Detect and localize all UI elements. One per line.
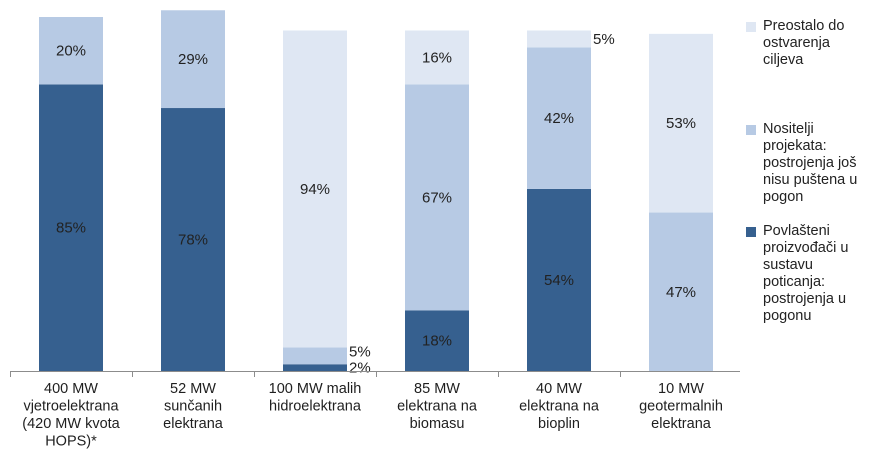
bar-segment (39, 17, 103, 85)
category-label-line: geotermalnih (639, 399, 723, 415)
bar-segment (283, 364, 347, 371)
bar-segment (405, 30, 469, 85)
legend-swatch-preostalo (746, 22, 756, 32)
legend-swatch-nositelji (746, 125, 756, 135)
category-label-line: 400 MW (44, 381, 98, 397)
category-label: 85 MW elektrana na biomasu (397, 381, 478, 432)
data-label: 18% (422, 333, 452, 350)
legend-label-nositelji: Nositelji projekata: postrojenja još nis… (763, 121, 858, 205)
data-label: 54% (544, 272, 574, 289)
category-label-line: 100 MW malih (269, 381, 362, 397)
legend-label-povlasteni: Povlašteni proizvođači u sustavu potican… (763, 223, 849, 324)
category-label: 52 MW sunčanih elektrana (163, 381, 224, 432)
bar-segment (161, 108, 225, 372)
category-label: 10 MW geotermalnih elektrana (639, 381, 723, 432)
data-label: 67% (422, 189, 452, 206)
data-label: 5% (593, 31, 615, 48)
data-label: 5% (349, 344, 371, 361)
legend: Preostalo do ostvarenja ciljeva Nositelj… (746, 18, 874, 325)
category-labels-layer: 400 MW vjetroelektrana (420 MW kvota HOPS)*… (22, 381, 723, 450)
category-label-line: sunčanih (164, 399, 222, 415)
legend-swatch-povlasteni (746, 227, 756, 237)
legend-item-povlasteni: Povlašteni proizvođači u sustavu potican… (746, 223, 874, 325)
bar-segment (161, 10, 225, 109)
category-label: 40 MW elektrana na bioplin (519, 381, 600, 432)
bar-segment (405, 84, 469, 311)
data-label: 20% (56, 43, 86, 60)
bar-segment (527, 30, 591, 48)
bar-segment (283, 347, 347, 365)
bars-layer (39, 10, 713, 372)
bar-segment (527, 188, 591, 371)
data-label: 47% (666, 284, 696, 301)
category-label-line: (420 MW kvota (22, 416, 120, 432)
data-label: 78% (178, 232, 208, 249)
legend-item-nositelji: Nositelji projekata: postrojenja još nis… (746, 121, 874, 206)
value-labels-layer: 85%20%78%29%2%5%94%18%67%16%54%42%5%47%5… (56, 31, 696, 377)
category-label: 400 MW vjetroelektrana (420 MW kvota HOPS)* (22, 381, 120, 450)
data-label: 2% (349, 360, 371, 377)
category-label-line: elektrana (651, 416, 712, 432)
category-label-line: 10 MW (658, 381, 704, 397)
bar-segment (405, 310, 469, 371)
category-label-line: elektrana na (519, 399, 600, 415)
data-label: 29% (178, 51, 208, 68)
category-label-line: elektrana na (397, 399, 478, 415)
data-label: 53% (666, 115, 696, 132)
bar-segment (649, 212, 713, 371)
category-label-line: elektrana (163, 416, 224, 432)
category-label-line: biomasu (410, 416, 465, 432)
data-label: 85% (56, 220, 86, 237)
stacked-bar-chart: 85%20%78%29%2%5%94%18%67%16%54%42%5%47%5… (10, 10, 740, 450)
category-label: 100 MW malih hidroelektrana (269, 381, 362, 415)
legend-label-preostalo: Preostalo do ostvarenja ciljeva (763, 18, 845, 68)
category-label-line: bioplin (538, 416, 580, 432)
bar-segment (649, 33, 713, 213)
data-label: 94% (300, 181, 330, 198)
category-label-line: HOPS)* (45, 434, 97, 450)
category-label-line: hidroelektrana (269, 399, 362, 415)
category-label-line: 40 MW (536, 381, 582, 397)
category-label-line: 85 MW (414, 381, 460, 397)
legend-item-preostalo: Preostalo do ostvarenja ciljeva (746, 18, 874, 69)
category-label-line: vjetroelektrana (23, 399, 119, 415)
bar-segment (527, 47, 591, 189)
category-label-line: 52 MW (170, 381, 216, 397)
data-label: 42% (544, 110, 574, 127)
data-label: 16% (422, 49, 452, 66)
bar-segment (283, 30, 347, 348)
bar-segment (39, 84, 103, 371)
x-axis-ticks (10, 371, 621, 377)
